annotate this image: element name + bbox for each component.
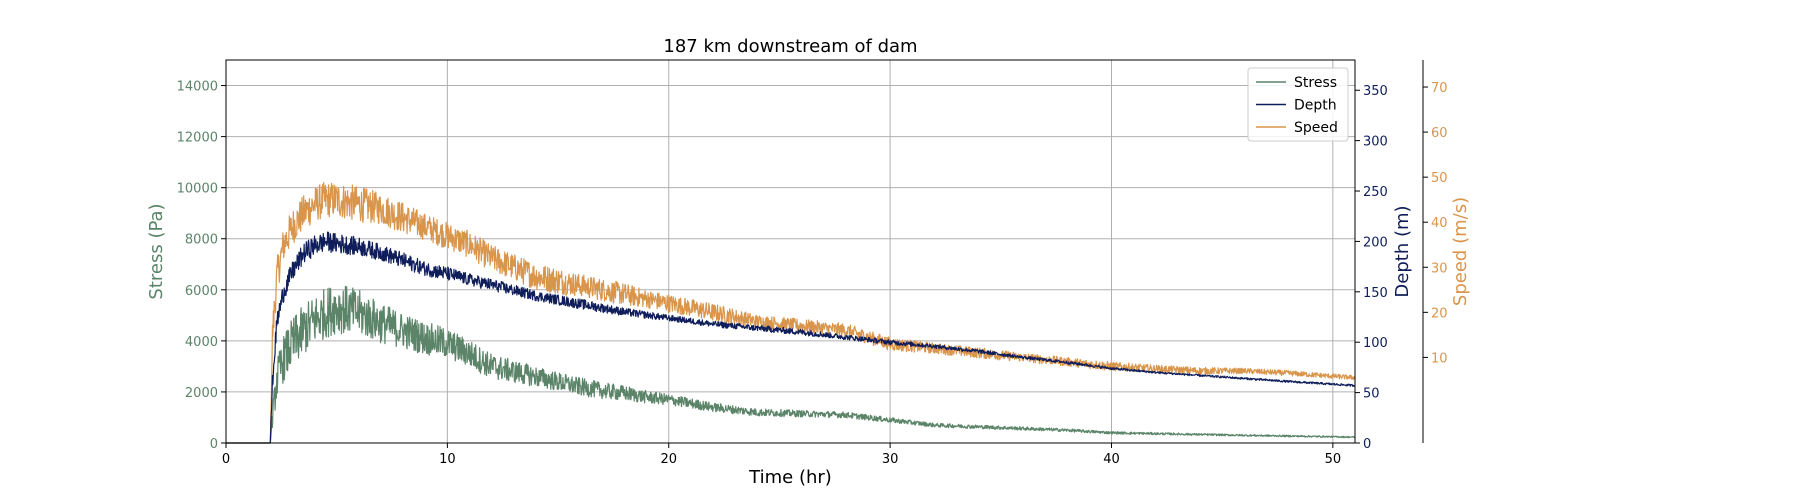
depth-tick-label: 50	[1363, 387, 1380, 402]
x-tick-label: 20	[660, 452, 677, 467]
series-lines	[225, 182, 1356, 444]
depth-tick-label: 150	[1363, 286, 1388, 301]
depth-tick-label: 0	[1363, 437, 1371, 452]
depth-tick-label: 350	[1363, 84, 1388, 99]
legend-label-depth: Depth	[1294, 98, 1337, 114]
stress-tick-label: 4000	[185, 335, 218, 350]
stress-tick-label: 8000	[185, 233, 218, 248]
series-line-stress	[225, 285, 1356, 444]
chart-title: 187 km downstream of dam	[663, 36, 917, 57]
speed-tick-label: 60	[1431, 126, 1448, 141]
legend-label-stress: Stress	[1294, 75, 1337, 91]
speed-tick-label: 50	[1431, 171, 1448, 186]
legend-box	[1247, 67, 1349, 142]
x-tick-label: 40	[1103, 452, 1120, 467]
stress-tick-label: 0	[210, 437, 218, 452]
x-tick-label: 30	[882, 452, 899, 467]
x-axis: 0 10 20 30 40 50	[222, 443, 1341, 467]
speed-tick-label: 40	[1431, 216, 1448, 231]
x-tick-label: 0	[222, 452, 230, 467]
plot-frame	[225, 59, 1356, 444]
y-axis-stress: 0 2000 4000 6000 8000 10000 12000 14000	[177, 80, 226, 452]
stress-tick-label: 12000	[177, 131, 218, 146]
legend-label-speed: Speed	[1294, 120, 1338, 136]
stress-tick-label: 10000	[177, 182, 218, 197]
speed-tick-label: 30	[1431, 261, 1448, 276]
stress-tick-label: 2000	[185, 386, 218, 401]
speed-tick-label: 20	[1431, 306, 1448, 321]
depth-tick-label: 300	[1363, 135, 1388, 150]
legend: Stress Depth Speed	[1247, 67, 1349, 142]
y-axis-label-stress: Stress (Pa)	[146, 203, 167, 299]
stress-tick-label: 14000	[177, 80, 218, 95]
depth-tick-label: 250	[1363, 185, 1388, 200]
x-tick-label: 10	[439, 452, 456, 467]
y-axis-label-speed: Speed (m/s)	[1450, 197, 1471, 306]
y-axis-label-depth: Depth (m)	[1392, 205, 1413, 297]
depth-tick-label: 200	[1363, 235, 1388, 250]
stress-tick-label: 6000	[185, 284, 218, 299]
x-tick-label: 50	[1325, 452, 1342, 467]
series-line-speed	[225, 182, 1356, 444]
speed-tick-label: 10	[1431, 351, 1448, 366]
depth-tick-label: 100	[1363, 336, 1388, 351]
x-axis-label: Time (hr)	[748, 467, 832, 488]
y-axis-depth: 0 50 100 150 200 250 300 350	[1355, 84, 1388, 452]
y-axis-speed: 10 20 30 40 50 60 70	[1422, 60, 1448, 443]
series-line-depth	[225, 231, 1356, 444]
speed-tick-label: 70	[1431, 81, 1448, 96]
